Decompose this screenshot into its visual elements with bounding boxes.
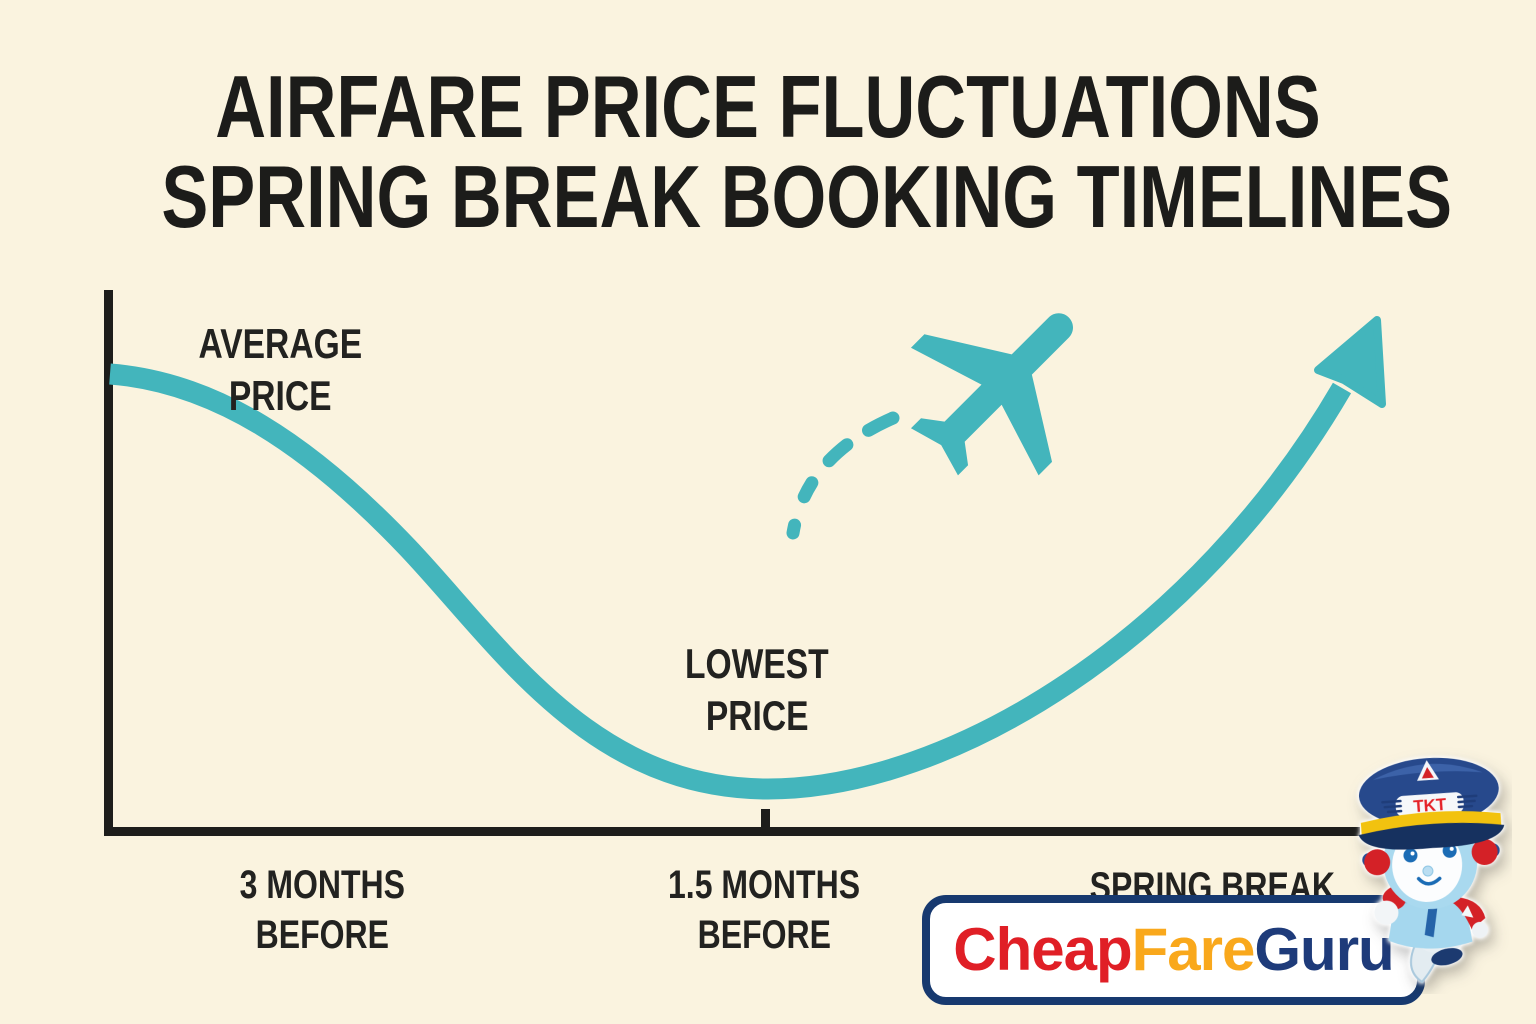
cap-yellow-band (1360, 811, 1502, 835)
cap-badge-plate (1395, 792, 1464, 817)
logo-word-fare: Fare (1131, 916, 1256, 983)
title-line-1: AIRFARE PRICE FLUCTUATIONS (215, 57, 1321, 156)
x-label-3-months-before: 3 MONTHS BEFORE (239, 863, 405, 957)
lowest-price-label: LOWEST PRICE (685, 640, 829, 739)
mascot-pilot-cap: TKT (1358, 757, 1505, 850)
x-label-1-5-months-before: 1.5 MONTHS BEFORE (667, 863, 861, 957)
mascot-left-eye (1403, 848, 1418, 863)
mascot-right-eye (1442, 843, 1457, 858)
cheapfareguru-logo-text: CheapFareGuru (953, 920, 1394, 980)
mascot-right-eye-glint (1449, 846, 1454, 851)
cap-badge-text: TKT (1413, 795, 1448, 816)
arrow-head-icon (1314, 316, 1386, 408)
airplane-icon (910, 313, 1073, 476)
chart-title: AIRFARE PRICE FLUCTUATIONS SPRING BREAK … (0, 62, 1536, 242)
average-price-label: AVERAGE PRICE (198, 320, 362, 419)
title-line-2: SPRING BREAK BOOKING TIMELINES (161, 147, 1453, 246)
logo-word-guru: Guru (1254, 916, 1394, 983)
mascot-left-eye-glint (1410, 851, 1415, 856)
pilot-mascot: TKT (1358, 757, 1505, 984)
mascot-chest-emblem (1461, 905, 1474, 918)
price-curve (109, 363, 1352, 800)
mascot-smile (1416, 876, 1442, 886)
y-axis (104, 290, 113, 836)
x-axis-tick (761, 809, 770, 827)
mascot-waving-glove (1374, 900, 1399, 925)
mascot-shoe (1431, 948, 1463, 966)
mascot-right-hand (1471, 921, 1488, 938)
flight-trail-dashed (786, 411, 900, 540)
logo-word-cheap: Cheap (953, 916, 1132, 983)
mascot-nose (1422, 865, 1434, 877)
cap-badge-wings (1381, 794, 1478, 814)
cap-visor (1358, 822, 1505, 850)
x-axis (104, 827, 1360, 836)
mascot-tie (1424, 904, 1438, 938)
mascot-left-earmuff (1364, 849, 1391, 876)
mascot-right-earmuff (1471, 839, 1498, 866)
cap-a-emblem-red (1421, 767, 1434, 779)
